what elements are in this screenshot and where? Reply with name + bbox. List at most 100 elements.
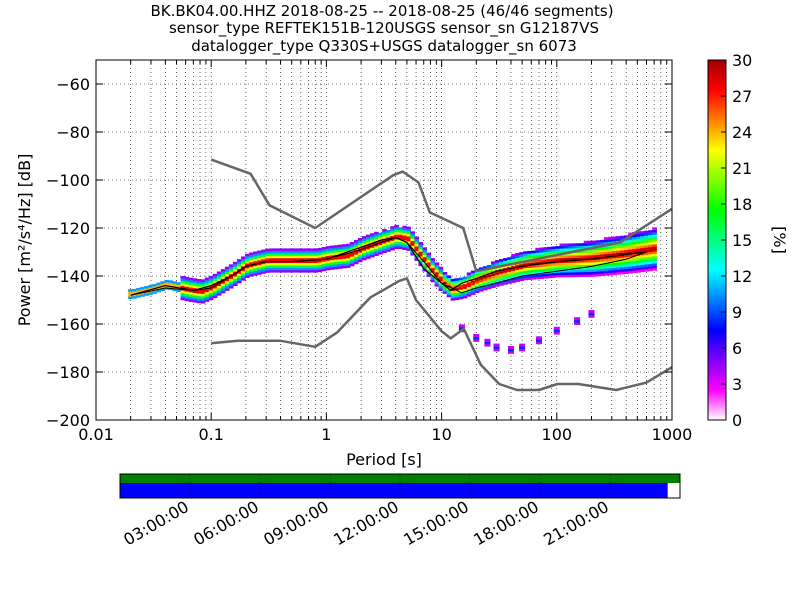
density-cell — [442, 291, 448, 294]
density-cell — [184, 296, 190, 299]
density-cell-outlier — [553, 331, 560, 335]
density-cell — [386, 244, 391, 248]
density-cell — [337, 256, 343, 260]
density-cell — [329, 245, 335, 249]
density-cell — [374, 250, 379, 254]
density-cell — [261, 271, 266, 274]
density-cell — [366, 251, 371, 255]
density-cell — [200, 288, 206, 292]
density-cell — [241, 268, 246, 272]
density-cell — [531, 255, 536, 259]
density-cell — [245, 265, 250, 269]
density-cell — [611, 238, 617, 242]
density-cell — [478, 279, 484, 283]
density-cell — [519, 259, 524, 262]
density-cell — [434, 272, 440, 275]
density-cell — [539, 254, 545, 258]
density-cell — [148, 285, 153, 288]
density-cell — [386, 230, 391, 233]
density-cell — [648, 230, 653, 233]
density-cell-outlier — [493, 343, 500, 347]
density-cell — [499, 259, 504, 262]
density-cell — [414, 241, 420, 245]
density-cell — [418, 249, 424, 252]
density-cell — [551, 268, 557, 271]
density-cell — [305, 250, 311, 254]
density-cell — [273, 255, 278, 259]
density-cell — [357, 252, 363, 255]
density-cell — [184, 276, 190, 280]
density-cell — [422, 249, 428, 253]
density-cell — [567, 262, 573, 266]
density-cell — [366, 241, 371, 245]
density-cell — [281, 248, 286, 251]
density-cell — [204, 299, 210, 302]
density-cell — [208, 290, 214, 293]
density-cell — [527, 250, 532, 254]
density-cell — [620, 250, 625, 253]
density-cell — [361, 248, 367, 251]
density-cell — [652, 241, 657, 245]
density-cell — [196, 295, 202, 299]
density-cell — [579, 257, 585, 261]
density-cell — [555, 250, 561, 254]
density-cell — [599, 261, 605, 265]
density-cell — [293, 258, 299, 261]
density-cell — [632, 236, 637, 240]
density-cell — [261, 259, 266, 262]
density-cell — [156, 285, 161, 288]
noise-model-and-stat-lines — [130, 158, 673, 392]
density-cell — [652, 265, 657, 269]
density-cell — [624, 254, 629, 258]
density-cell — [269, 255, 274, 259]
density-cell — [462, 291, 468, 294]
density-cell — [349, 254, 355, 257]
density-cell — [470, 273, 476, 276]
density-cell — [620, 259, 625, 263]
density-cell — [511, 261, 516, 264]
density-cell — [317, 257, 323, 261]
density-cell — [168, 280, 174, 283]
density-cell — [333, 245, 339, 248]
density-cell — [370, 254, 375, 258]
density-cell — [595, 271, 601, 275]
density-cell — [640, 245, 645, 249]
density-cell — [357, 247, 363, 251]
density-cell — [390, 231, 395, 234]
density-cell — [305, 248, 311, 251]
density-cell — [628, 232, 633, 236]
density-cell — [599, 266, 605, 269]
mean-line — [130, 237, 647, 296]
density-cell — [184, 286, 190, 290]
density-cell — [555, 255, 561, 259]
density-cell — [390, 247, 395, 251]
density-cell — [603, 246, 609, 250]
density-cell — [535, 250, 540, 253]
density-cell — [490, 261, 496, 264]
density-cell — [196, 291, 202, 294]
density-cell — [583, 250, 589, 253]
density-cell — [644, 245, 649, 248]
density-cell — [414, 258, 420, 261]
density-cell — [628, 261, 633, 264]
density-cell — [450, 281, 456, 284]
density-cell — [220, 281, 226, 284]
density-cell — [232, 283, 238, 287]
density-cell — [438, 266, 444, 270]
density-cell — [563, 257, 569, 261]
density-cell — [648, 244, 653, 248]
density-cell — [636, 236, 641, 240]
density-cell — [236, 273, 242, 277]
density-cell — [652, 246, 657, 250]
density-cell — [265, 265, 270, 269]
density-cell — [329, 250, 335, 254]
density-cell — [470, 280, 476, 283]
density-cell — [426, 257, 432, 261]
density-cell — [361, 252, 367, 256]
density-cell — [607, 239, 613, 242]
density-cell — [333, 259, 339, 263]
density-cell — [140, 289, 145, 292]
colorbar-tick-label: 27 — [732, 87, 752, 106]
density-cell — [180, 275, 186, 279]
density-cell — [232, 281, 238, 284]
